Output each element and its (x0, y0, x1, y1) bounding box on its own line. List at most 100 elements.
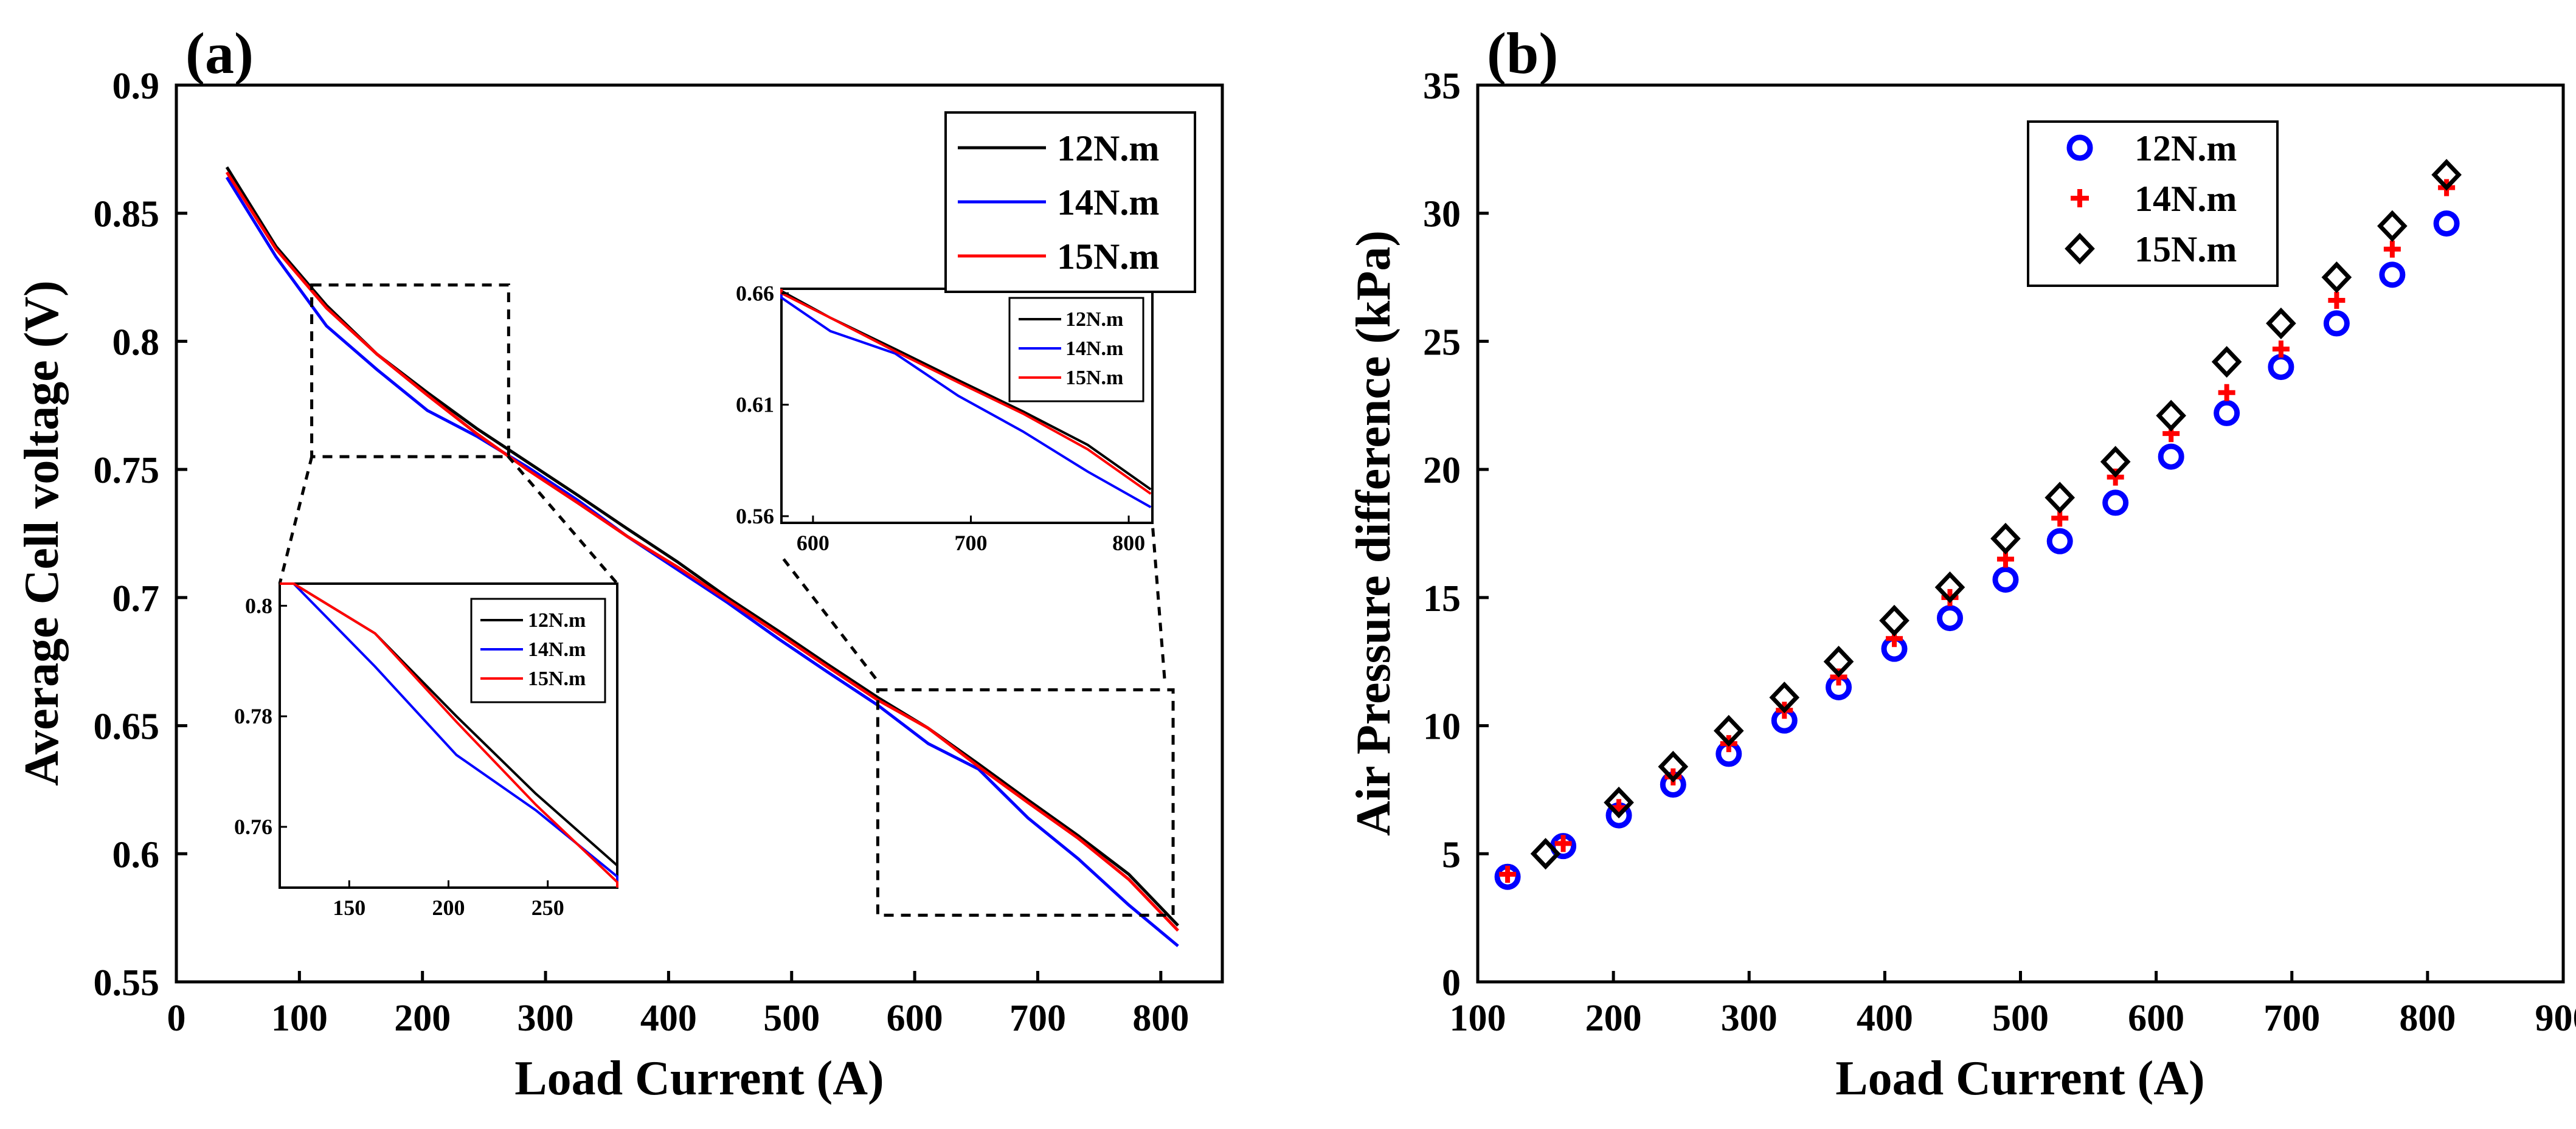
panel-b-point-12N.m-circle (2158, 443, 2184, 470)
panel-a-x-tick-label: 700 (1009, 998, 1066, 1039)
panel-b-point-12N.m-circle (2046, 528, 2073, 554)
panel-b-point-14N.m-plus (2272, 340, 2290, 358)
zoom-connector (780, 555, 877, 680)
panel-b-point-15N.m-diamond (1658, 750, 1689, 783)
inset-2-x-ticks: 600 700 800 (797, 516, 1145, 555)
inset-2-y-ticks: 0.56 0.61 0.66 (736, 281, 789, 528)
panel-b-point-12N.m-circle (2214, 399, 2240, 426)
panel-b-point-15N.m-diamond (1990, 522, 2021, 555)
inset-1-legend: 12N.m 14N.m 15N.m (470, 598, 606, 703)
panel-b-point-12N.m-circle (2433, 210, 2460, 237)
panel-b-x-tick-label: 400 (1857, 998, 1913, 1039)
panel-b-legend-marker-plus (2071, 189, 2089, 207)
inset-1-x-ticks: 150 200 250 (333, 880, 564, 920)
panel-b-y-tick-label: 15 (1423, 578, 1461, 620)
inset-1-y-tick-label: 0.78 (234, 704, 272, 728)
panel-b-x-tick-label: 900 (2535, 998, 2576, 1039)
panel-b-y-tick-label: 20 (1423, 450, 1461, 491)
panel-a-legend-label: 15N.m (1057, 237, 1159, 277)
panel-b-point-14N.m-plus (2383, 240, 2401, 258)
inset-2-series-12N.m-line (780, 289, 1152, 491)
inset-1-x-tick-label: 150 (333, 896, 365, 920)
panel-b-legend-label: 14N.m (2135, 179, 2237, 219)
panel-a-y-tick-label: 0.7 (113, 578, 160, 620)
inset-1-series-15N.m-line (280, 582, 618, 888)
inset-2-series-14N.m-line (780, 289, 1152, 509)
inset-2-x-tick-label: 700 (954, 531, 987, 555)
panel-a-x-tick-label: 0 (167, 998, 186, 1039)
panel-a-legend-label: 12N.m (1057, 128, 1159, 168)
panel-a-x-tick-label: 300 (518, 998, 574, 1039)
panel-a-y-tick-label: 0.8 (113, 322, 160, 363)
panel-b-point-15N.m-diamond (2100, 446, 2131, 478)
panel-b-y-tick-label: 30 (1423, 194, 1461, 235)
inset-1-x-tick-label: 200 (432, 896, 465, 920)
panel-a-x-tick-label: 500 (763, 998, 820, 1039)
panel-b-point-15N.m-diamond (1823, 646, 1854, 678)
panel-b-x-tick-label: 500 (1992, 998, 2049, 1039)
panel-b-point-15N.m-diamond (2321, 261, 2352, 294)
panel-a-y-ticks: 0.55 0.6 0.65 0.7 0.75 0.8 0.85 0.9 (94, 66, 187, 1004)
panel-b-legend-marker-circle (2066, 134, 2093, 161)
panel-a: (a) 150 200 250 (15, 21, 1224, 1105)
panel-b-markers (1494, 159, 2462, 890)
panel-b-point-15N.m-diamond (1604, 786, 1634, 819)
panel-b: (b) 12N.m 14N.m 15N.m 100 (1347, 21, 2576, 1105)
inset-1-x-tick-label: 250 (531, 896, 564, 920)
inset-2-y-tick-label: 0.61 (736, 393, 774, 417)
panel-a-series-14N.m-line (225, 176, 1179, 947)
panel-b-point-15N.m-diamond (1530, 838, 1561, 870)
panel-b-x-tick-label: 800 (2399, 998, 2456, 1039)
panel-b-x-tick-label: 600 (2128, 998, 2184, 1039)
panel-a-inset-2: 600 700 800 0.56 0.61 0.66 12N.m 14N.m 1… (736, 281, 1154, 555)
panel-b-point-12N.m-circle (2323, 310, 2350, 337)
panel-b-y-tick-label: 5 (1442, 834, 1461, 875)
inset-1-legend-label: 12N.m (528, 609, 586, 632)
panel-a-label: (a) (185, 21, 254, 86)
panel-b-y-ticks: 0 5 10 15 20 25 30 35 (1423, 66, 1489, 1004)
inset-2-series-15N.m-line (780, 289, 1152, 495)
panel-a-y-tick-label: 0.9 (113, 66, 160, 107)
panel-b-point-14N.m-plus (2218, 384, 2235, 401)
panel-a-inset-1: 150 200 250 0.76 0.78 0.8 12N.m 14N.m 15… (234, 582, 618, 920)
panel-b-y-tick-label: 25 (1423, 322, 1461, 363)
panel-b-x-tick-label: 300 (1721, 998, 1778, 1039)
panel-a-y-tick-label: 0.85 (94, 194, 160, 235)
panel-a-series-15N.m-line (225, 171, 1180, 932)
panel-b-point-15N.m-diamond (2211, 346, 2242, 378)
panel-b-y-tick-label: 0 (1442, 962, 1461, 1004)
panel-a-x-ticks: 0 100 200 300 400 500 600 700 800 (167, 971, 1189, 1039)
panel-b-point-15N.m-diamond (2156, 399, 2187, 432)
panel-b-point-14N.m-plus (1499, 866, 1517, 883)
inset-2-legend-label: 14N.m (1065, 337, 1123, 360)
panel-b-point-15N.m-diamond (1879, 604, 1909, 637)
panel-a-x-axis-label: Load Current (A) (514, 1052, 884, 1105)
panel-b-point-15N.m-diamond (1769, 682, 1800, 714)
panel-a-y-tick-label: 0.65 (94, 706, 160, 748)
panel-a-y-tick-label: 0.55 (94, 962, 160, 1004)
panel-b-point-12N.m-circle (2379, 261, 2406, 288)
panel-b-legend-label: 15N.m (2135, 229, 2237, 269)
panel-b-point-15N.m-diamond (2045, 482, 2076, 514)
zoom-connector (507, 455, 618, 585)
panel-b-point-15N.m-diamond (2377, 210, 2408, 242)
panel-b-x-tick-label: 100 (1450, 998, 1506, 1039)
inset-1-y-tick-label: 0.8 (245, 593, 272, 618)
panel-a-lines (225, 166, 1180, 947)
inset-2-y-tick-label: 0.56 (736, 504, 774, 528)
panel-a-x-tick-label: 100 (271, 998, 328, 1039)
panel-a-x-tick-label: 600 (887, 998, 943, 1039)
panel-b-point-14N.m-plus (1554, 835, 1572, 852)
panel-b-point-12N.m-circle (2102, 489, 2129, 516)
inset-1-legend-label: 15N.m (528, 668, 586, 690)
panel-b-point-15N.m-diamond (2266, 307, 2296, 340)
panel-a-y-tick-label: 0.75 (94, 450, 160, 491)
inset-1-legend-label: 14N.m (528, 638, 586, 661)
panel-b-point-15N.m-diamond (1934, 571, 1965, 604)
panel-b-legend-label: 12N.m (2135, 128, 2237, 168)
zoom-connector (278, 455, 314, 584)
panel-a-zoom-box-2 (876, 688, 1175, 917)
panel-a-legend: 12N.m 14N.m 15N.m (944, 111, 1196, 293)
panel-b-point-15N.m-diamond (2431, 159, 2462, 191)
panel-b-x-axis-label: Load Current (A) (1835, 1052, 2204, 1105)
